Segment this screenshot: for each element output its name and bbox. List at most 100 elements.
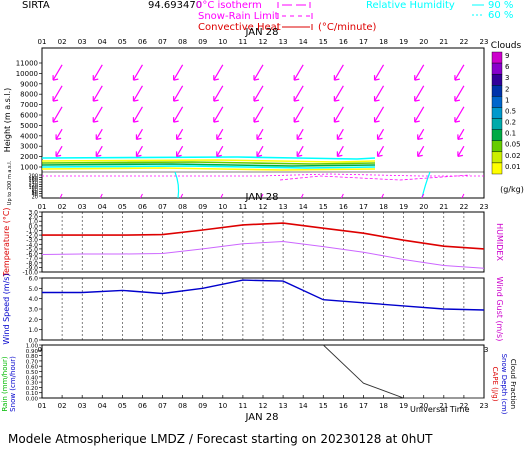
wind-arrow-head <box>417 134 423 140</box>
wind-arrow-low <box>220 193 224 199</box>
hour-label-16: 16 <box>339 203 348 211</box>
hour-label-16: 16 <box>339 402 348 410</box>
hour-label-23: 23 <box>480 38 489 46</box>
hour-label-22: 22 <box>459 203 468 211</box>
series-humidex <box>41 240 485 269</box>
hour-label-04: 04 <box>98 38 107 46</box>
hour-label-01: 01 <box>38 38 47 46</box>
colorbar-level: 0.5 <box>505 107 516 115</box>
colorbar-swatch <box>491 96 503 108</box>
wind-frame <box>41 277 485 341</box>
hour-label-05: 05 <box>118 402 127 410</box>
wind-arrow <box>132 64 143 81</box>
wind-arrow-head <box>176 134 182 140</box>
wind-arrow <box>336 145 344 157</box>
legend-isotherm: 0°C isotherm <box>196 0 262 11</box>
hour-label-02: 02 <box>58 402 67 410</box>
station-coords: 94.693470 <box>148 0 202 11</box>
cape-ylabel: CAPE (J/g) <box>491 367 499 402</box>
ytick-label: -2.0 <box>26 233 38 240</box>
wind-arrow <box>176 145 184 157</box>
wind-arrow <box>457 145 465 157</box>
hour-label-08: 08 <box>178 38 187 46</box>
wind-arrow <box>216 145 224 157</box>
ytick-label: 8000 <box>20 91 38 99</box>
wind-arrow-head <box>213 75 219 81</box>
ytick-label: -8.0 <box>26 260 38 267</box>
wind-arrow <box>213 106 224 123</box>
wind-arrow-head <box>55 151 62 157</box>
wind-arrow-head <box>454 117 461 123</box>
ytick-label: 60 <box>32 190 38 196</box>
hour-label-07: 07 <box>158 38 167 46</box>
ytick-label: 120 <box>28 183 38 189</box>
wind-arrow-head <box>92 75 99 81</box>
hour-label-20: 20 <box>419 203 428 211</box>
wind-arrow-head <box>414 117 420 123</box>
hour-label-17: 17 <box>359 402 368 410</box>
upper-air-yaxis: 11000 10000 9000 8000 7000 6000 5000 4000 3000 20… <box>16 60 42 172</box>
wind-panel: 6.0 5.0 4.0 3.0 2.0 1.0 0.0 Wind Speed (m/s) W… <box>2 273 504 344</box>
ytick-label: 3.0 <box>28 210 38 217</box>
wind-arrow <box>173 85 184 102</box>
bottom-hour-axis: 01 02 03 04 05 06 07 08 09 10 11 12 13 14 15 16 17 18 19 20… <box>38 395 488 410</box>
isotherm-lines <box>42 173 484 181</box>
ytick-label: 3.0 <box>28 307 38 314</box>
colorbar-swatch <box>491 85 503 97</box>
hour-label-08: 08 <box>178 203 187 211</box>
ytick-label: 5.0 <box>28 286 38 293</box>
ytick-label: -1.0 <box>26 228 38 235</box>
ytick-label: 0.60 <box>26 365 39 371</box>
wind-arrow-head <box>216 151 222 157</box>
colorbar-level: 1 <box>505 96 509 104</box>
colorbar-level: 9 <box>505 52 509 60</box>
precip-frame <box>41 344 485 399</box>
hour-label-08: 08 <box>178 402 187 410</box>
hour-label-04: 04 <box>98 203 107 211</box>
wind-arrow <box>213 85 224 102</box>
hour-label-04: 04 <box>98 402 107 410</box>
ytick-label: 0.00 <box>26 397 39 403</box>
temperature-hour-axis: 01 02 03 04 05 06 07 08 09 10 11 12 13 14 15 16 17 18 19 20… <box>38 203 489 211</box>
colorbar-level: 2 <box>505 85 509 93</box>
ytick-label: 11000 <box>16 60 38 68</box>
hour-label-21: 21 <box>439 38 448 46</box>
ytick-label: 4.0 <box>28 296 38 303</box>
hour-label-10: 10 <box>218 38 227 46</box>
temperature-yaxis: 3.02.01.00.0-1.0-2.0-3.0-4.0-5.0-6.0-7.0… <box>22 210 42 277</box>
wind-arrow <box>92 106 103 123</box>
wind-arrow <box>256 128 264 140</box>
temperature-gridlines <box>61 212 465 272</box>
ytick-label: 2.0 <box>28 317 38 324</box>
wind-arrow-low <box>59 193 63 199</box>
wind-arrow-head <box>52 117 59 123</box>
wind-arrow <box>454 106 465 123</box>
hour-label-09: 09 <box>198 203 207 211</box>
wind-arrow-head <box>132 96 139 102</box>
colorbar-swatch <box>491 129 503 141</box>
legend-rh-90: 90 % <box>488 0 513 11</box>
ytick-label: 0.90 <box>26 349 39 355</box>
wind-arrow-head <box>216 134 222 140</box>
cloud-band <box>41 161 376 165</box>
wind-arrow-head <box>373 75 380 81</box>
rain-ylabel: Rain (mm/hour) <box>1 356 9 411</box>
wind-arrow-head <box>376 134 383 140</box>
bottom-date-label: JAN 28 <box>245 412 279 423</box>
hour-label-02: 02 <box>58 38 67 46</box>
ytick-label: 200 <box>28 174 38 180</box>
ytick-label: 1.0 <box>28 219 38 226</box>
hour-label-14: 14 <box>299 402 308 410</box>
wind-arrow-head <box>253 75 260 81</box>
ytick-label: 0.70 <box>26 359 39 365</box>
wind-arrow-head <box>256 134 263 140</box>
legend-rh: Relative Humidity <box>366 0 455 11</box>
colorbar-level: 0.01 <box>505 163 521 171</box>
wind-arrow <box>173 64 184 81</box>
colorbar-swatch <box>491 62 503 75</box>
ytick-label: 0.0 <box>28 338 38 345</box>
wind-arrow-head <box>52 96 59 102</box>
hour-label-13: 13 <box>279 402 288 410</box>
